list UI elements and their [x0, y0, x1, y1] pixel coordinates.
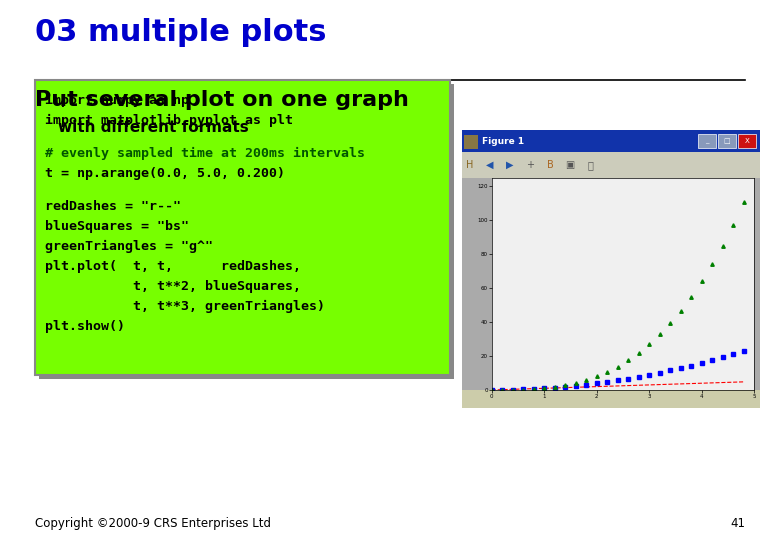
Text: # evenly sampled time at 200ms intervals: # evenly sampled time at 200ms intervals — [45, 147, 365, 160]
Text: with different formats: with different formats — [58, 120, 249, 135]
Bar — [462, 390, 760, 408]
Bar — [698, 134, 716, 148]
Text: greenTriangles = "g^": greenTriangles = "g^" — [45, 240, 213, 253]
Text: _: _ — [705, 138, 709, 144]
Text: import matplotlib.pyplot as plt: import matplotlib.pyplot as plt — [45, 114, 293, 127]
Text: plt.plot(  t, t,      redDashes,: plt.plot( t, t, redDashes, — [45, 260, 301, 273]
Text: Put several plot on one graph: Put several plot on one graph — [35, 90, 409, 110]
Text: H: H — [466, 160, 473, 170]
Bar — [464, 135, 478, 149]
Text: t, t**3, greenTriangles): t, t**3, greenTriangles) — [45, 300, 325, 313]
Text: ▣: ▣ — [566, 160, 575, 170]
Bar — [738, 134, 756, 148]
Text: B: B — [547, 160, 553, 170]
Text: +: + — [526, 160, 534, 170]
Text: redDashes = "r--": redDashes = "r--" — [45, 200, 181, 213]
Text: t, t**2, blueSquares,: t, t**2, blueSquares, — [45, 280, 301, 293]
Text: X: X — [745, 138, 750, 144]
Text: 💾: 💾 — [587, 160, 593, 170]
Text: ▶: ▶ — [506, 160, 514, 170]
Text: t = np.arange(0.0, 5.0, 0.200): t = np.arange(0.0, 5.0, 0.200) — [45, 167, 285, 180]
Bar — [462, 178, 760, 390]
Bar — [39, 84, 454, 379]
Text: 03 multiple plots: 03 multiple plots — [35, 18, 327, 47]
Bar — [462, 130, 760, 152]
Text: plt.show(): plt.show() — [45, 320, 125, 333]
Bar — [35, 80, 450, 375]
Bar — [462, 152, 760, 178]
Text: Figure 1: Figure 1 — [482, 137, 524, 145]
Text: 41: 41 — [730, 517, 745, 530]
Bar — [718, 134, 736, 148]
Text: blueSquares = "bs": blueSquares = "bs" — [45, 220, 189, 233]
Text: □: □ — [724, 138, 730, 144]
Text: Copyright ©2000-9 CRS Enterprises Ltd: Copyright ©2000-9 CRS Enterprises Ltd — [35, 517, 271, 530]
Text: import numpy as np: import numpy as np — [45, 94, 189, 107]
Text: ◀: ◀ — [486, 160, 494, 170]
